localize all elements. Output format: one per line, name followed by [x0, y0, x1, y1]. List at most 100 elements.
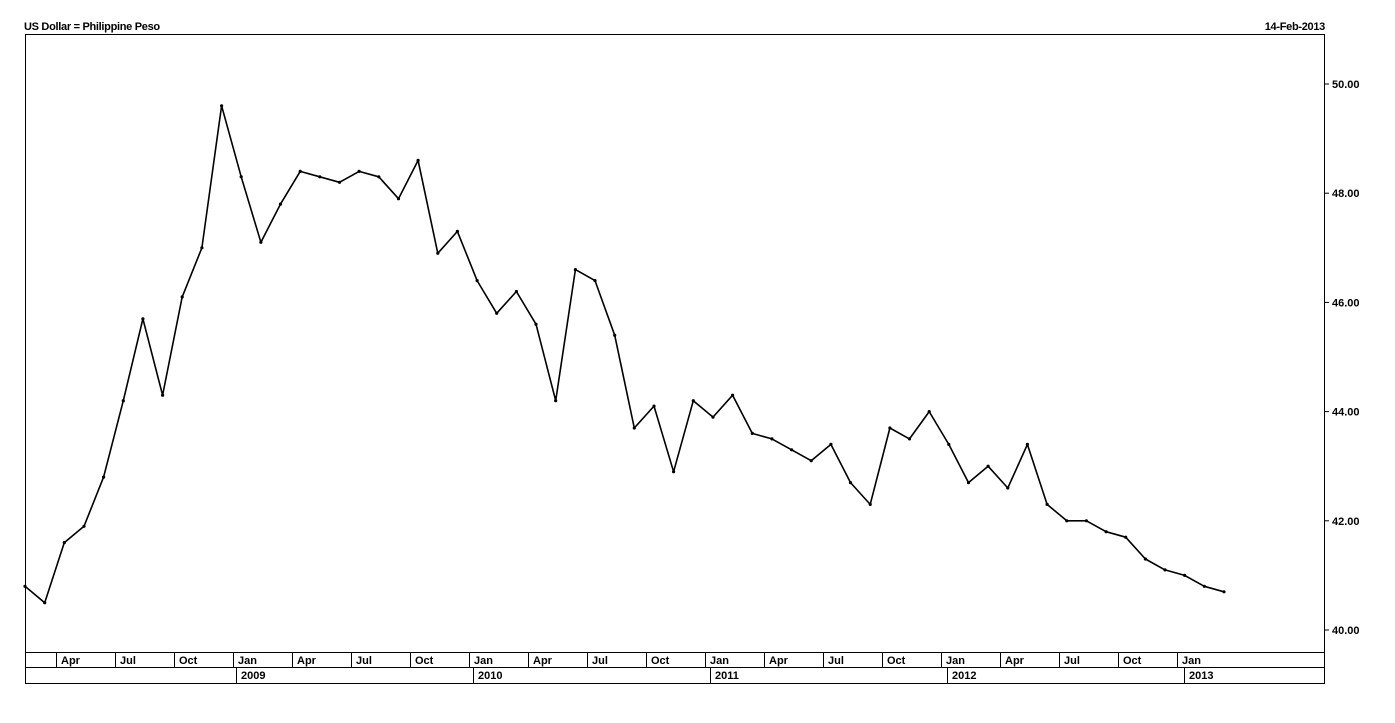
- data-point: [278, 202, 283, 206]
- data-point: [514, 289, 519, 294]
- data-point: [613, 333, 617, 337]
- data-point: [416, 158, 420, 162]
- data-point: [43, 601, 47, 605]
- data-point: [711, 415, 715, 419]
- month-tick-label: Oct: [651, 655, 670, 667]
- month-tick-label: Apr: [533, 655, 553, 667]
- data-point: [82, 524, 86, 528]
- month-tick-label: Jul: [120, 655, 136, 667]
- data-point: [888, 426, 892, 430]
- data-point: [868, 502, 872, 506]
- y-axis: 40.00 42.00 44.00 46.00 48.00 50.00: [1324, 79, 1360, 637]
- month-tick-label: Apr: [61, 655, 81, 667]
- data-point: [1183, 573, 1187, 578]
- plot-frame: [25, 34, 1325, 653]
- data-point: [1084, 519, 1088, 523]
- data-point: [1006, 486, 1010, 490]
- month-tick-label: Jul: [592, 655, 608, 667]
- month-tick-label: Apr: [297, 655, 317, 667]
- data-point: [809, 459, 813, 463]
- year-tick-label: 2012: [952, 670, 976, 682]
- year-tick-label: 2009: [241, 670, 265, 682]
- data-point: [1124, 535, 1128, 539]
- data-point: [534, 322, 538, 326]
- month-tick-label: Jan: [710, 655, 729, 667]
- data-point: [337, 180, 342, 184]
- series-line: [24, 105, 1225, 604]
- data-point: [23, 584, 27, 588]
- chart-title: US Dollar = Philippine Peso: [24, 21, 160, 33]
- data-point: [1045, 502, 1049, 506]
- data-point: [927, 410, 931, 414]
- data-point: [554, 399, 558, 403]
- data-point: [436, 251, 440, 255]
- data-point: [1104, 530, 1108, 534]
- data-point: [829, 442, 833, 446]
- data-point: [475, 279, 479, 283]
- chart-date-label: 14-Feb-2013: [1264, 21, 1326, 33]
- data-point: [986, 464, 990, 468]
- data-point: [180, 295, 184, 299]
- data-point: [731, 393, 735, 397]
- data-point: [259, 240, 263, 244]
- month-tick-label: Jul: [828, 655, 844, 667]
- data-point: [298, 169, 302, 173]
- month-tick-label: Jan: [1182, 655, 1201, 667]
- month-tick-label: Jul: [1064, 655, 1080, 667]
- month-tick-label: Apr: [1005, 655, 1025, 667]
- month-tick-label: Oct: [179, 655, 198, 667]
- month-tick-label: Oct: [415, 655, 434, 667]
- data-point: [907, 437, 912, 441]
- data-point: [672, 470, 676, 474]
- month-tick-label: Jul: [356, 655, 372, 667]
- year-tick-label: 2013: [1189, 670, 1213, 682]
- y-tick-label: 44.00: [1332, 407, 1360, 419]
- data-point: [848, 481, 853, 485]
- data-point: [377, 175, 381, 179]
- data-point: [62, 541, 66, 545]
- data-point: [1143, 557, 1147, 561]
- price-series: [23, 104, 1226, 605]
- data-point: [455, 229, 459, 233]
- year-axis-strip: [25, 667, 1325, 684]
- x-axis: Apr Jul Oct Jan Apr Jul Oct Jan Apr Jul Oct Jan Apr J…: [56, 652, 1213, 683]
- year-tick-label: 2010: [478, 670, 502, 682]
- data-point: [790, 448, 794, 452]
- data-point: [947, 442, 951, 446]
- y-tick-label: 40.00: [1332, 625, 1360, 637]
- month-tick-label: Jan: [238, 655, 257, 667]
- data-point: [966, 481, 971, 485]
- data-point: [593, 279, 597, 283]
- data-point: [239, 175, 243, 179]
- data-point: [691, 399, 695, 403]
- data-point: [141, 317, 145, 321]
- data-point: [220, 104, 224, 108]
- month-tick-label: Jan: [946, 655, 965, 667]
- data-point: [1163, 568, 1167, 572]
- data-point: [121, 399, 125, 403]
- data-point: [632, 426, 636, 430]
- data-point: [161, 393, 165, 397]
- data-point: [102, 475, 106, 479]
- month-tick-label: Oct: [887, 655, 906, 667]
- data-point: [357, 169, 361, 173]
- data-point: [396, 197, 401, 201]
- data-point: [573, 268, 578, 272]
- data-point: [200, 246, 204, 250]
- month-tick-label: Oct: [1123, 655, 1142, 667]
- y-tick-label: 46.00: [1332, 297, 1360, 309]
- y-tick-label: 48.00: [1332, 188, 1360, 200]
- month-tick-label: Jan: [474, 655, 493, 667]
- year-tick-label: 2011: [715, 670, 739, 682]
- data-point: [495, 311, 499, 315]
- y-tick-label: 50.00: [1332, 79, 1360, 91]
- month-tick-label: Apr: [769, 655, 789, 667]
- data-point: [318, 175, 322, 179]
- data-point: [1222, 590, 1226, 594]
- data-point: [750, 431, 754, 435]
- data-point: [1065, 519, 1069, 523]
- data-point: [652, 404, 656, 408]
- data-point: [770, 437, 774, 441]
- y-tick-label: 42.00: [1332, 516, 1360, 528]
